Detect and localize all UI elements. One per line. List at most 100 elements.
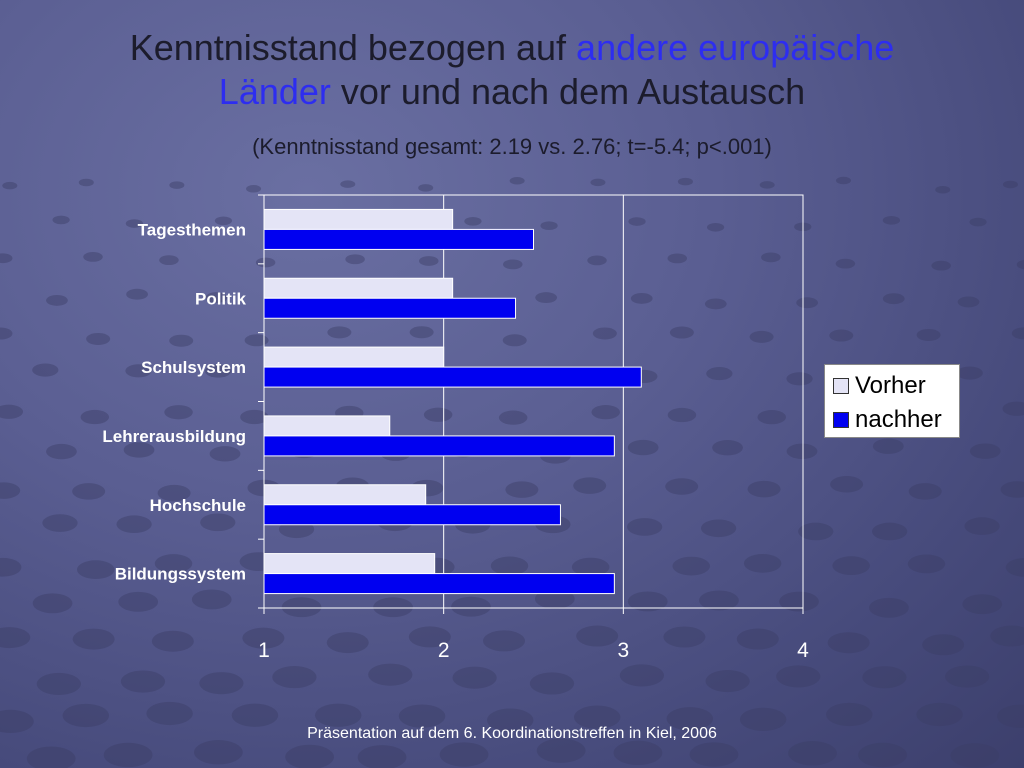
- background-dot: [964, 517, 1000, 535]
- background-dot: [46, 443, 77, 460]
- bar-vorher-bildungssystem: [263, 553, 436, 575]
- background-dot: [0, 557, 22, 577]
- bar-nachher-tagesthemen: [263, 228, 534, 250]
- background-dot: [706, 367, 733, 381]
- bar-nachher-schulsystem: [263, 366, 642, 388]
- background-dot: [52, 215, 70, 225]
- background-dot: [505, 481, 539, 498]
- background-dot: [86, 332, 111, 345]
- background-dot: [120, 670, 166, 693]
- background-dot: [123, 442, 155, 458]
- background-dot: [439, 742, 489, 767]
- background-dot: [997, 704, 1024, 728]
- background-dot: [486, 708, 534, 732]
- background-dot: [827, 632, 870, 654]
- background-dot: [32, 593, 73, 614]
- background-dot: [630, 292, 653, 304]
- category-label: Politik: [195, 289, 247, 308]
- background-dot: [200, 513, 236, 532]
- background-dot: [0, 482, 21, 499]
- background-dot: [677, 177, 693, 186]
- background-dot: [592, 327, 617, 340]
- background-dot: [869, 597, 909, 618]
- x-tick-label: 3: [617, 639, 629, 662]
- background-dot: [240, 409, 269, 425]
- background-dot: [836, 176, 852, 185]
- background-dot: [743, 553, 782, 573]
- background-dot: [159, 255, 179, 265]
- background-dot: [672, 556, 710, 576]
- background-dot: [689, 742, 739, 767]
- background-dot: [665, 478, 699, 495]
- background-dot: [72, 483, 106, 500]
- background-dot: [945, 665, 990, 688]
- background-dot: [712, 439, 743, 456]
- background-dot: [157, 484, 191, 502]
- bar-nachher-politik: [263, 297, 517, 319]
- legend-label-vorher: Vorher: [855, 372, 926, 399]
- background-dot: [423, 407, 453, 422]
- background-dot: [78, 178, 94, 187]
- background-dot: [667, 407, 697, 423]
- background-dot: [205, 292, 228, 304]
- legend-item-nachher: nachher: [833, 403, 959, 437]
- background-dot: [80, 409, 110, 425]
- background-dot: [164, 405, 193, 420]
- background-dot: [408, 626, 451, 648]
- background-dot: [747, 480, 781, 498]
- background-dot: [169, 334, 194, 347]
- bar-vorher-schulsystem: [263, 346, 445, 368]
- background-dot: [969, 443, 1001, 459]
- background-dot: [882, 216, 901, 225]
- background-dot: [255, 257, 276, 268]
- background-dot: [779, 591, 819, 612]
- background-dot: [509, 177, 525, 185]
- background-dot: [667, 253, 688, 264]
- background-dot: [1016, 259, 1024, 270]
- background-dot: [858, 742, 907, 768]
- background-dot: [26, 746, 76, 768]
- slide-title: Kenntnisstand bezogen auf andere europäi…: [40, 26, 984, 114]
- background-dot: [209, 446, 241, 462]
- background-dot: [204, 364, 232, 378]
- background-dot: [1011, 327, 1024, 340]
- legend-item-vorher: Vorher: [833, 369, 959, 403]
- category-label: Lehrerausbildung: [102, 427, 246, 446]
- background-dot: [125, 364, 152, 378]
- bar-vorher-politik: [263, 277, 454, 299]
- legend-swatch-nachher: [833, 412, 849, 428]
- category-label: Bildungssystem: [115, 565, 246, 584]
- background-dot: [214, 216, 233, 226]
- category-label: Tagesthemen: [138, 220, 246, 239]
- background-dot: [498, 410, 528, 425]
- background-dot: [315, 703, 362, 727]
- background-dot: [749, 330, 774, 343]
- bar-nachher-hochschule: [263, 504, 561, 526]
- background-dot: [357, 745, 407, 768]
- background-dot: [705, 670, 750, 693]
- background-dot: [573, 705, 621, 729]
- background-dot: [281, 597, 322, 618]
- chart-legend: Vorher nachher: [824, 364, 960, 438]
- background-dot: [776, 665, 821, 688]
- category-label: Schulsystem: [141, 358, 246, 377]
- background-dot: [118, 591, 159, 612]
- background-dot: [969, 217, 987, 227]
- background-dot: [666, 707, 714, 731]
- background-dot: [62, 703, 110, 728]
- background-dot: [573, 477, 607, 494]
- background-dot: [590, 178, 606, 187]
- background-dot: [246, 185, 262, 193]
- legend-label-nachher: nachher: [855, 406, 942, 433]
- background-dot: [962, 594, 1003, 615]
- background-dot: [613, 740, 663, 766]
- background-dot: [46, 294, 68, 306]
- category-label: Hochschule: [150, 496, 246, 515]
- background-dot: [628, 217, 646, 226]
- slide-subtitle: (Kenntnisstand gesamt: 2.19 vs. 2.76; t=…: [252, 134, 772, 159]
- background-dot: [739, 707, 787, 732]
- background-dot: [452, 666, 497, 689]
- background-dot: [931, 260, 951, 271]
- background-dot: [1002, 180, 1018, 189]
